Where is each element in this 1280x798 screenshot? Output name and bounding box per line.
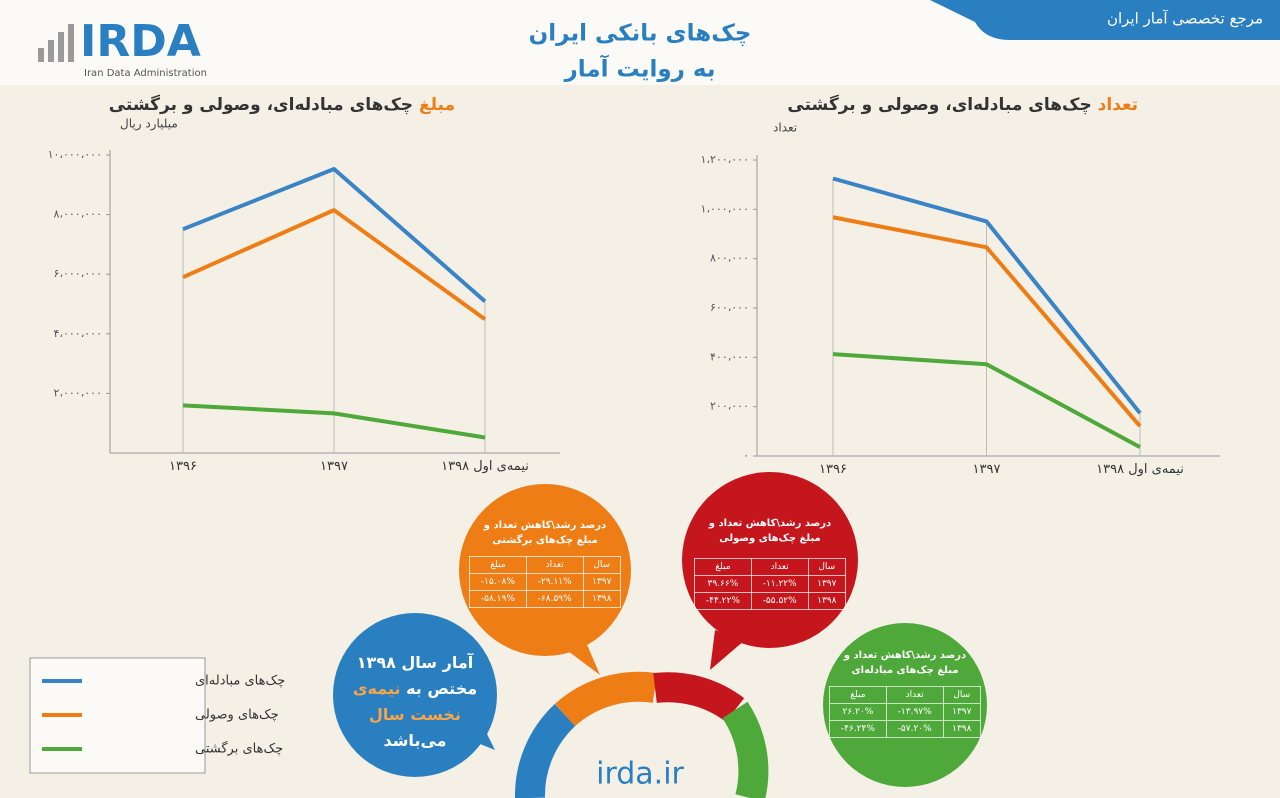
table-row: ۱۳۹۸ -۶۸.۵۹% -۵۸.۱۹% (469, 590, 622, 608)
table-title: درصد رشد\کاهش تعداد و مبلغ چک‌های وصولی (708, 518, 832, 544)
table-cell: -۱۳.۹۷% (885, 703, 944, 721)
table-title: درصد رشد\کاهش تعداد و مبلغ چک‌های مبادله… (843, 650, 967, 676)
series-line (832, 176, 1142, 415)
site: irda.ir (596, 757, 684, 792)
table-title: درصد رشد\کاهش تعداد و مبلغ چک‌های برگشتی (483, 520, 607, 546)
table-cell: -۴۶.۲۴% (829, 720, 887, 738)
chart-title-highlight: تعداد (1097, 95, 1138, 115)
table-cell: ۱۳۹۷ (807, 575, 847, 593)
header-cell: مبلغ (829, 686, 887, 704)
x-tick-label: نیمه‌ی اول ۱۳۹۸ (441, 459, 529, 474)
header-cell: سال (807, 558, 847, 576)
x-tick-label: ۱۳۹۷ (320, 459, 348, 474)
table-cell: -۱۱.۲۲% (750, 575, 809, 593)
tagline: مرجع تخصصی آمار ایران (1107, 10, 1263, 28)
legend-label: چک‌های برگشتی (195, 741, 283, 757)
table-cell: ۲۶.۲۰% (829, 703, 887, 721)
y-tick-label: ۶۰۰،۰۰۰ (710, 301, 749, 314)
header-cell: تعداد (525, 556, 584, 574)
bubble-tail (560, 640, 600, 675)
table-cell: -۲۹.۱۱% (525, 573, 584, 591)
y-tick-label: ۱،۲۰۰،۰۰۰ (701, 153, 749, 166)
header-cell: تعداد (885, 686, 944, 704)
x-tick-label: ۱۳۹۷ (972, 462, 1001, 477)
y-tick-label: ۲۰۰،۰۰۰ (710, 400, 749, 413)
y-axis-label: تعداد (773, 121, 797, 135)
table-row: ۱۳۹۸ -۵۵.۵۲% -۴۴.۲۲% (694, 592, 847, 610)
chart-title: مبلغ چک‌های مبادله‌ای، وصولی و برگشتی (109, 95, 455, 115)
table-header: سال تعداد مبلغ (469, 556, 622, 574)
table-cell: -۵۷.۲۰% (885, 720, 944, 738)
note-text: آمار سال ۱۳۹۸ مختص به (356, 653, 478, 698)
y-axis-label: میلیارد ریال (120, 117, 178, 132)
y-tick-label: ۸۰۰،۰۰۰ (710, 252, 749, 265)
table-cell: ۱۳۹۷ (582, 573, 622, 591)
series-line (832, 352, 1141, 449)
table-cell: -۶۸.۵۹% (525, 590, 584, 608)
chart-title-highlight: مبلغ (418, 95, 455, 115)
table-cell: ۱۳۹۸ (942, 720, 982, 738)
legend-label: چک‌های وصولی (195, 708, 279, 723)
logo-bars (38, 24, 74, 62)
legend-label: چک‌های مبادله‌ای (195, 674, 285, 689)
table-row: ۱۳۹۷ -۱۳.۹۷% ۲۶.۲۰% (829, 703, 982, 721)
x-tick-label: نیمه‌ی اول ۱۳۹۸ (1096, 462, 1184, 477)
logo: IRDA (80, 16, 201, 67)
chart-title-text: چک‌های مبادله‌ای، وصولی و برگشتی (108, 95, 414, 115)
table-cell: -۵۵.۵۲% (750, 592, 809, 610)
y-tick-label: ۴،۰۰۰،۰۰۰ (54, 327, 102, 340)
x-tick-label: ۱۳۹۶ (819, 462, 847, 477)
table-cell: ۱۳۹۷ (942, 703, 982, 721)
header-cell: مبلغ (469, 556, 527, 574)
table-cell: ۳۹.۶۶% (694, 575, 752, 593)
y-tick-label: ۱۰،۰۰۰،۰۰۰ (48, 148, 102, 161)
y-tick-label: ۲،۰۰۰،۰۰۰ (54, 386, 102, 399)
stats-table: سال تعداد مبلغ ۱۳۹۷ -۱۳.۹۷% ۲۶.۲۰% ۱۳۹۸ -۵۷.۲۰%… (829, 686, 982, 738)
y-tick-label: ۶،۰۰۰،۰۰۰ (54, 267, 102, 280)
table-cell: -۴۴.۲۲% (694, 592, 752, 610)
x-tick-label: ۱۳۹۶ (169, 459, 197, 474)
table-header: سال تعداد مبلغ (829, 686, 982, 704)
series-line (832, 215, 1142, 428)
table-cell: -۵۸.۱۹% (469, 590, 527, 608)
y-tick-label: ۸،۰۰۰،۰۰۰ (54, 208, 102, 221)
bubble-tail (710, 630, 745, 670)
header-cell: سال (942, 686, 982, 704)
header-cell: تعداد (750, 558, 809, 576)
table-cell: ۱۳۹۸ (582, 590, 622, 608)
table-cell: ۱۳۹۸ (807, 592, 847, 610)
table-row: ۱۳۹۸ -۵۷.۲۰% -۴۶.۲۴% (829, 720, 982, 738)
table-header: سال تعداد مبلغ (694, 558, 847, 576)
y-tick-label: ۰ (743, 449, 749, 462)
chart-title-text: چک‌های مبادله‌ای، وصولی و برگشتی (787, 95, 1092, 115)
bubble-blue (333, 613, 497, 777)
tagline-banner (930, 0, 1280, 40)
table-row: ۱۳۹۷ -۱۱.۲۲% ۳۹.۶۶% (694, 575, 847, 593)
y-tick-label: ۱،۰۰۰،۰۰۰ (701, 202, 749, 215)
stats-table: سال تعداد مبلغ ۱۳۹۷ -۱۱.۲۲% ۳۹.۶۶% ۱۳۹۸ -۵۵.۵۲%… (694, 558, 847, 610)
note-highlight: نیمه‌ی نخست سال (352, 679, 461, 724)
bubble-tail (470, 720, 495, 750)
series-line (182, 208, 487, 321)
logo-subtitle: Iran Data Administration (84, 68, 207, 79)
note: آمار سال ۱۳۹۸ مختص به نیمه‌ی نخست سال می… (350, 650, 480, 754)
note-text: می‌باشد (383, 731, 447, 750)
gauge (514, 671, 769, 798)
header-cell: مبلغ (694, 558, 752, 576)
header-cell: سال (582, 556, 622, 574)
table-cell: -۱۵.۰۸% (469, 573, 527, 591)
table-row: ۱۳۹۷ -۲۹.۱۱% -۱۵.۰۸% (469, 573, 622, 591)
series-line (182, 167, 487, 303)
main-subtitle: به روایت آمار (563, 54, 715, 83)
series-line (182, 403, 486, 440)
y-tick-label: ۴۰۰،۰۰۰ (710, 350, 749, 363)
main-title: چک‌های بانکی ایران (529, 21, 752, 47)
chart-title: تعداد چک‌های مبادله‌ای، وصولی و برگشتی (787, 95, 1138, 115)
stats-table: سال تعداد مبلغ ۱۳۹۷ -۲۹.۱۱% -۱۵.۰۸% ۱۳۹۸ -۶۸.۵۹… (469, 556, 622, 608)
